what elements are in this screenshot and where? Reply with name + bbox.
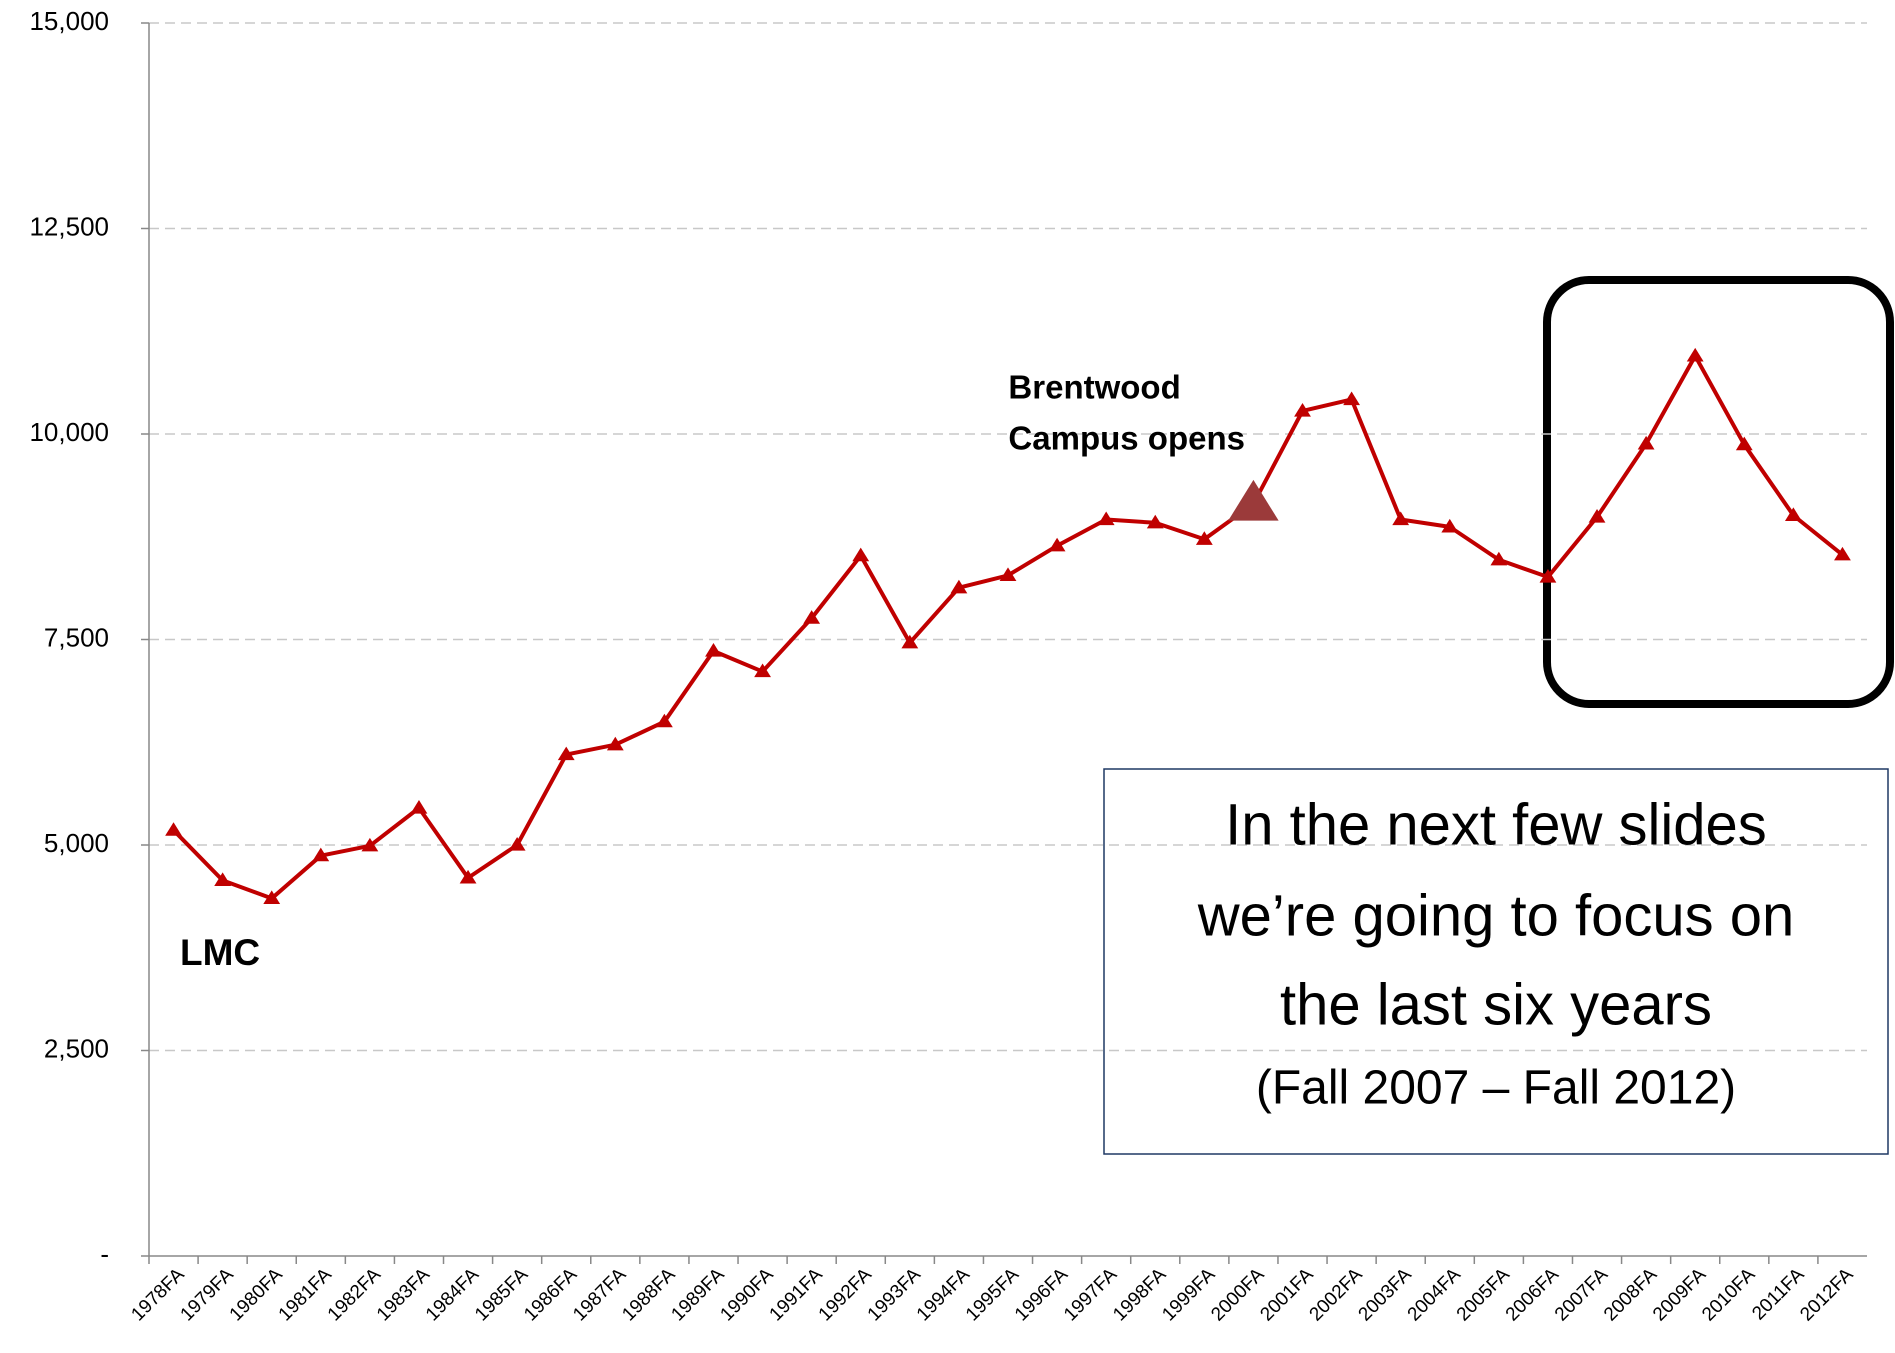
marker	[1588, 509, 1606, 523]
marker	[1686, 347, 1704, 362]
marker	[852, 547, 870, 562]
marker	[1294, 402, 1311, 417]
marker	[1539, 569, 1557, 583]
marker	[606, 736, 624, 751]
x-tick-label: 2007FA	[1551, 1264, 1612, 1325]
x-tick-label: 2003FA	[1355, 1264, 1416, 1325]
marker	[705, 643, 722, 657]
callout-text: In the next few slides	[1225, 792, 1767, 857]
x-tick-label: 1996FA	[1011, 1264, 1072, 1325]
x-tick-label: 2012FA	[1796, 1264, 1857, 1325]
x-tick-label: 1990FA	[716, 1264, 777, 1325]
callout-text: the last six years	[1280, 972, 1712, 1037]
x-tick-label: 2006FA	[1502, 1264, 1563, 1325]
marker	[1195, 531, 1213, 545]
x-tick-label: 2010FA	[1698, 1264, 1759, 1325]
x-tick-label: 1979FA	[177, 1264, 238, 1325]
marker	[1441, 518, 1459, 533]
x-tick-label: 2005FA	[1453, 1264, 1514, 1325]
marker	[1097, 511, 1115, 526]
x-tick-label: 1981FA	[275, 1264, 336, 1325]
x-tick-label: 1992FA	[815, 1264, 876, 1325]
marker	[1048, 537, 1066, 552]
x-tick-label: 1978FA	[127, 1264, 188, 1325]
marker	[803, 610, 821, 624]
marker	[1490, 551, 1508, 566]
marker	[214, 872, 232, 886]
x-tick-label: 2002FA	[1306, 1264, 1367, 1325]
x-tick-label: 1993FA	[864, 1264, 925, 1325]
x-tick-label: 1991FA	[766, 1264, 827, 1325]
x-tick-label: 1985FA	[471, 1264, 532, 1325]
x-tick-label: 1994FA	[913, 1264, 974, 1325]
annotation: Brentwood	[1008, 369, 1180, 406]
x-tick-label: 2000FA	[1207, 1264, 1268, 1325]
x-tick-label: 1982FA	[324, 1264, 385, 1325]
marker	[263, 890, 281, 905]
y-tick-label: 10,000	[29, 417, 109, 447]
marker	[508, 837, 526, 851]
x-tick-label: 2009FA	[1649, 1264, 1710, 1325]
marker	[459, 869, 477, 884]
x-tick-label: 1999FA	[1158, 1264, 1219, 1325]
x-tick-label: 1995FA	[962, 1264, 1023, 1325]
marker	[410, 800, 428, 814]
marker	[312, 847, 330, 862]
marker	[1834, 546, 1851, 561]
x-tick-label: 1997FA	[1060, 1264, 1121, 1325]
marker	[1735, 436, 1753, 451]
x-tick-label: 1986FA	[520, 1264, 581, 1325]
marker	[557, 746, 575, 761]
y-tick-label: 5,000	[44, 828, 109, 858]
y-tick-label: 7,500	[44, 622, 109, 652]
x-tick-label: 1988FA	[618, 1264, 679, 1325]
marker	[656, 713, 673, 728]
x-tick-label: 1987FA	[569, 1264, 630, 1325]
x-tick-label: 2008FA	[1600, 1264, 1661, 1325]
series-label: LMC	[180, 932, 260, 973]
highlight-marker	[1228, 479, 1279, 521]
callout-box	[1103, 768, 1889, 1155]
x-tick-label: 1989FA	[667, 1264, 728, 1325]
callout-text: (Fall 2007 – Fall 2012)	[1256, 1062, 1736, 1115]
marker	[1637, 435, 1655, 450]
marker	[361, 837, 379, 852]
x-tick-label: 1980FA	[226, 1264, 287, 1325]
marker	[165, 822, 182, 836]
y-tick-label: 15,000	[29, 6, 109, 36]
y-tick-label: 2,500	[44, 1033, 109, 1063]
marker	[999, 567, 1017, 581]
y-tick-label: 12,500	[29, 211, 109, 241]
callout-text: we’re going to focus on	[1197, 883, 1794, 948]
highlight-box	[1543, 276, 1894, 708]
marker	[754, 663, 771, 678]
marker	[1392, 511, 1410, 526]
x-tick-label: 2011FA	[1748, 1264, 1808, 1324]
x-tick-label: 2001FA	[1256, 1264, 1317, 1325]
x-tick-label: 1983FA	[373, 1264, 434, 1325]
x-tick-label: 1984FA	[422, 1264, 483, 1325]
marker	[901, 634, 919, 649]
y-tick-label: -	[100, 1239, 109, 1269]
marker	[1343, 391, 1360, 406]
marker	[1784, 507, 1802, 521]
annotation: Campus opens	[1008, 420, 1245, 457]
marker	[950, 579, 968, 594]
x-tick-label: 2004FA	[1404, 1264, 1465, 1325]
x-tick-label: 1998FA	[1109, 1264, 1170, 1325]
marker	[1146, 514, 1164, 529]
